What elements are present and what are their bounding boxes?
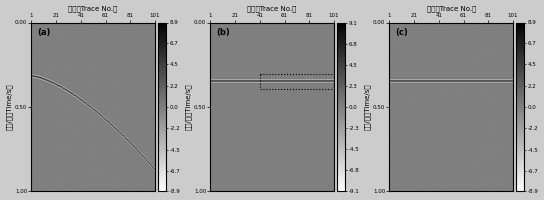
Y-axis label: 时间/秒（Time/s）: 时间/秒（Time/s） xyxy=(363,84,370,130)
Text: (b): (b) xyxy=(217,28,230,37)
Text: (a): (a) xyxy=(38,28,51,37)
Bar xyxy=(260,74,334,89)
X-axis label: 道号（Trace No.）: 道号（Trace No.） xyxy=(69,6,118,12)
X-axis label: 道号（Trace No.）: 道号（Trace No.） xyxy=(426,6,476,12)
Y-axis label: 时间/秒（Time/s）: 时间/秒（Time/s） xyxy=(184,84,191,130)
X-axis label: 道号（Trace No.）: 道号（Trace No.） xyxy=(248,6,297,12)
Text: (c): (c) xyxy=(395,28,409,37)
Y-axis label: 时间/秒（Time/s）: 时间/秒（Time/s） xyxy=(5,84,12,130)
